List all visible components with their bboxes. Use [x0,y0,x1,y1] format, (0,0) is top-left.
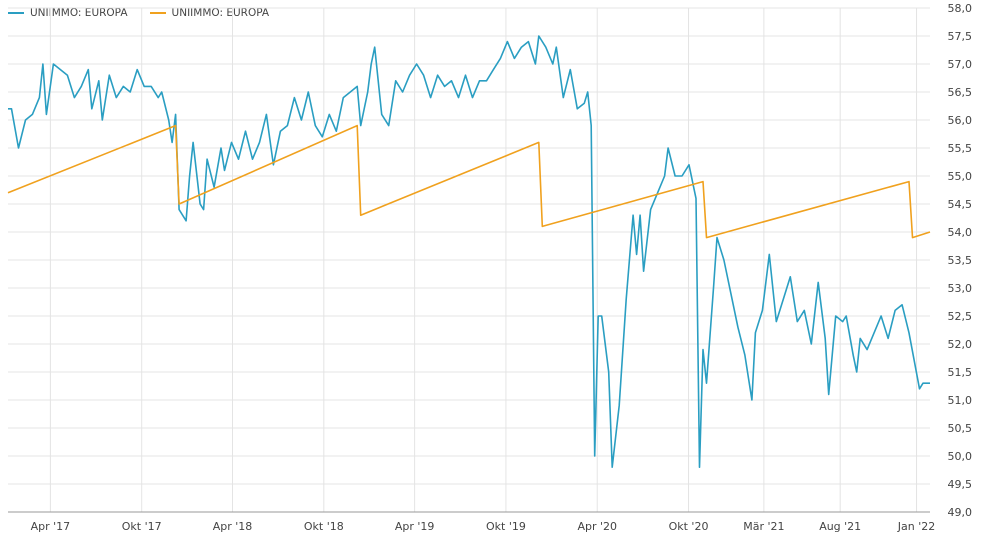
x-tick-label: Okt '20 [669,520,709,533]
x-tick-label: Apr '19 [395,520,435,533]
y-tick-label: 52,0 [948,338,973,351]
grid [8,7,930,513]
y-tick-label: 56,0 [948,114,973,127]
y-tick-label: 49,5 [948,478,973,491]
legend-label-series-1: UNIIMMO: EUROPA [30,7,128,19]
y-tick-label: 51,0 [948,394,973,407]
y-tick-label: 57,0 [948,58,973,71]
y-tick-label: 58,0 [948,2,973,15]
legend-item-series-2[interactable]: UNIIMMO: EUROPA [149,7,270,19]
legend-label-series-2: UNIIMMO: EUROPA [171,7,270,19]
series-line-2 [7,124,931,239]
y-tick-label: 54,5 [948,198,973,211]
y-tick-label: 50,5 [948,422,973,435]
y-tick-label: 53,5 [948,254,973,267]
series-lines [7,35,931,468]
legend: UNIIMMO: EUROPA UNIIMMO: EUROPA [8,7,269,19]
legend-swatch-series-1 [8,12,24,14]
y-axis: 58,0 57,5 57,0 56,5 56,0 55,5 55,0 54,5 54,0 53,5… [948,2,973,519]
y-tick-label: 56,5 [948,86,973,99]
legend-item-series-1[interactable]: UNIIMMO: EUROPA [8,7,128,19]
x-tick-label: Okt '17 [122,520,162,533]
y-tick-label: 53,0 [948,282,973,295]
y-tick-label: 55,5 [948,142,973,155]
x-tick-label: Apr '18 [213,520,253,533]
y-tick-label: 57,5 [948,30,973,43]
x-tick-label: Okt '19 [486,520,526,533]
x-tick-label: Apr '17 [31,520,71,533]
x-axis: Apr '17 Okt '17 Apr '18 Okt '18 Apr '19 Okt '… [31,520,936,533]
y-tick-label: 51,5 [948,366,973,379]
y-tick-label: 54,0 [948,226,973,239]
y-tick-label: 49,0 [948,506,973,519]
legend-swatch-series-2 [149,12,166,14]
x-tick-label: Okt '18 [304,520,344,533]
x-tick-label: Mär '21 [743,520,784,533]
y-tick-label: 52,5 [948,310,973,323]
y-tick-label: 55,0 [948,170,973,183]
x-tick-label: Aug '21 [819,520,861,533]
y-tick-label: 50,0 [948,450,973,463]
x-tick-label: Apr '20 [577,520,617,533]
x-tick-label: Jan '22 [897,520,935,533]
series-line-1 [8,35,930,468]
